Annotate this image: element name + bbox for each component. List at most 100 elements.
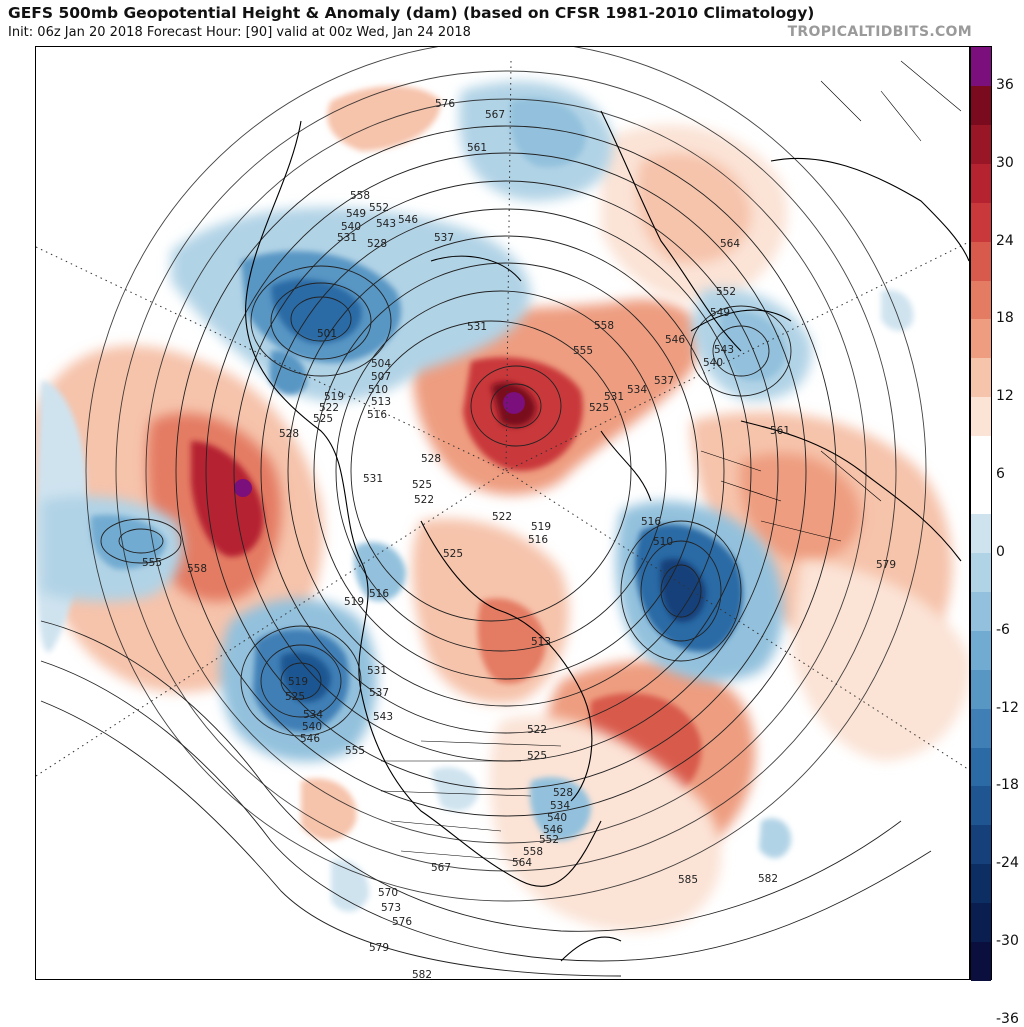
contour-label: 528	[367, 238, 387, 250]
colorbar-segment	[971, 747, 991, 787]
contour-label: 525	[412, 479, 432, 491]
contour-label: 519	[531, 521, 551, 533]
contour-label: 555	[142, 557, 162, 569]
contour-label: 573	[381, 902, 401, 914]
colorbar-segment	[971, 708, 991, 748]
contour-label: 522	[319, 402, 339, 414]
colorbar-segment	[971, 47, 991, 87]
contour-label: 519	[344, 596, 364, 608]
anomaly-colorbar	[970, 46, 992, 982]
contour-label: 576	[392, 916, 412, 928]
contour-label: 579	[369, 942, 389, 954]
contour-label: 525	[589, 402, 609, 414]
colorbar-tick-label: 6	[996, 466, 1005, 483]
map-panel: 576 567 561 558 552 549 546 543 540 537 531 528 564 5…	[35, 46, 970, 980]
colorbar-tick-label: 12	[996, 388, 1014, 405]
contour-label: 576	[435, 98, 455, 110]
contour-label: 561	[770, 425, 790, 437]
contour-label: 540	[302, 721, 322, 733]
contour-label: 585	[678, 874, 698, 886]
colorbar-tick-label: 36	[996, 76, 1014, 93]
contour-label: 552	[369, 202, 389, 214]
contour-label: 543	[714, 344, 734, 356]
colorbar-segment	[971, 358, 991, 398]
contour-label: 516	[367, 409, 387, 421]
colorbar-segment	[971, 124, 991, 165]
contour-label: 555	[345, 745, 365, 757]
colorbar-segment	[971, 475, 991, 515]
contour-label: 582	[758, 873, 778, 885]
map-subtitle: Init: 06z Jan 20 2018 Forecast Hour: [90…	[8, 25, 471, 40]
contour-label: 540	[703, 357, 723, 369]
colorbar-tick-label: -36	[996, 1010, 1019, 1027]
colorbar-tick-label: 0	[996, 543, 1005, 560]
colorbar-tick-label: 18	[996, 310, 1014, 327]
contour-label: 561	[467, 142, 487, 154]
colorbar-segment	[971, 280, 991, 320]
contour-label: 516	[369, 588, 389, 600]
colorbar-tick-label: 30	[996, 154, 1014, 171]
contour-label: 519	[324, 391, 344, 403]
colorbar-segment	[971, 202, 991, 243]
colorbar-tick-label: -18	[996, 777, 1019, 794]
colorbar-segment	[971, 552, 991, 593]
contour-label: 531	[604, 391, 624, 403]
contour-label: 531	[363, 473, 383, 485]
colorbar-segment	[971, 241, 991, 281]
contour-label: 528	[279, 428, 299, 440]
contour-label: 546	[543, 824, 563, 836]
colorbar-segment	[971, 436, 991, 476]
contour-label: 543	[376, 218, 396, 230]
contour-label: 525	[443, 548, 463, 560]
contour-label: 546	[300, 733, 320, 745]
colorbar-segment	[971, 319, 991, 359]
contour-label: 546	[665, 334, 685, 346]
contour-label: 534	[550, 800, 570, 812]
contour-label: 543	[373, 711, 393, 723]
contour-label: 510	[368, 384, 388, 396]
colorbar-segment	[971, 786, 991, 826]
colorbar-segment	[971, 591, 991, 632]
colorbar-segment	[971, 903, 991, 943]
colorbar-tick-label: -30	[996, 933, 1019, 950]
contour-label: 516	[528, 534, 548, 546]
contour-label: 549	[710, 307, 730, 319]
contour-label: 528	[421, 453, 441, 465]
contour-label: 537	[369, 687, 389, 699]
coastlines	[245, 110, 969, 962]
brand-watermark: TROPICALTIDBITS.COM	[787, 24, 972, 40]
colorbar-tick-label: -12	[996, 699, 1019, 716]
contour-label: 522	[527, 724, 547, 736]
contour-label: 552	[539, 834, 559, 846]
contour-label: 510	[653, 536, 673, 548]
contour-label: 513	[371, 396, 391, 408]
colorbar-segment	[971, 669, 991, 710]
contour-label: 522	[492, 511, 512, 523]
contour-label: 546	[398, 214, 418, 226]
colorbar-segment	[971, 825, 991, 865]
contour-label: 570	[378, 887, 398, 899]
political-borders	[380, 60, 962, 862]
colorbar-segment	[971, 85, 991, 126]
contour-label: 525	[527, 750, 547, 762]
contour-label: 579	[876, 559, 896, 571]
contour-label: 516	[641, 516, 661, 528]
colorbar-segment	[971, 514, 991, 554]
contour-label: 582	[412, 969, 432, 980]
contour-label: 522	[414, 494, 434, 506]
contour-label: 507	[371, 371, 391, 383]
contour-label: 525	[313, 413, 333, 425]
contour-label: 501	[317, 328, 337, 340]
colorbar-segment	[971, 163, 991, 204]
contour-label: 558	[350, 190, 370, 202]
contour-label: 564	[720, 238, 740, 250]
map-title: GEFS 500mb Geopotential Height & Anomaly…	[8, 4, 815, 22]
contour-label: 558	[187, 563, 207, 575]
contour-label: 540	[341, 221, 361, 233]
contour-label: 528	[553, 787, 573, 799]
negative-anomaly-layer	[36, 81, 914, 912]
height-contours	[40, 47, 932, 977]
positive-anomaly-layer	[36, 86, 969, 932]
contour-label: 531	[467, 321, 487, 333]
contour-label: 525	[285, 691, 305, 703]
